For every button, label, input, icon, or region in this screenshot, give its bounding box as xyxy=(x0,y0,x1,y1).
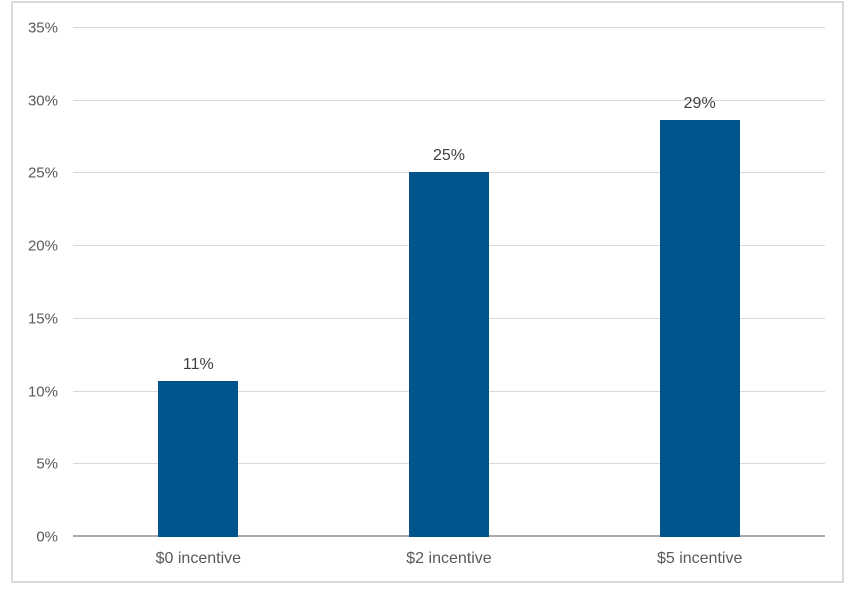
plot-area: 11% 25% 29% xyxy=(73,27,825,537)
x-axis-category-label: $5 incentive xyxy=(656,550,743,567)
bar xyxy=(158,381,239,537)
y-axis-tick-label: 0% xyxy=(36,528,58,546)
x-axis-category-label: $0 incentive xyxy=(155,550,242,567)
gridline xyxy=(73,99,825,101)
bar xyxy=(408,171,489,537)
bar-data-label: 29% xyxy=(683,94,716,112)
y-axis-tick-label: 30% xyxy=(27,92,58,110)
bar-group: 29% xyxy=(574,28,825,537)
bar-data-label: 25% xyxy=(432,146,465,164)
x-axis-category-label: $2 incentive xyxy=(406,550,492,567)
gridline xyxy=(73,27,825,28)
y-axis-tick-label: 10% xyxy=(27,383,58,401)
bar-group: 11% xyxy=(73,28,324,537)
y-axis-tick-label: 5% xyxy=(36,455,58,473)
y-axis-tick-label: 15% xyxy=(27,310,58,328)
y-axis-tick-label: 25% xyxy=(27,164,58,182)
bar xyxy=(659,119,740,537)
y-axis-tick-label: 35% xyxy=(27,19,58,37)
bar-group: 25% xyxy=(324,28,575,537)
chart-border xyxy=(11,1,844,583)
bar-data-label: 11% xyxy=(182,356,214,374)
y-axis-tick-label: 20% xyxy=(27,237,58,255)
x-axis: $0 incentive $2 incentive $5 incentive xyxy=(73,549,825,569)
